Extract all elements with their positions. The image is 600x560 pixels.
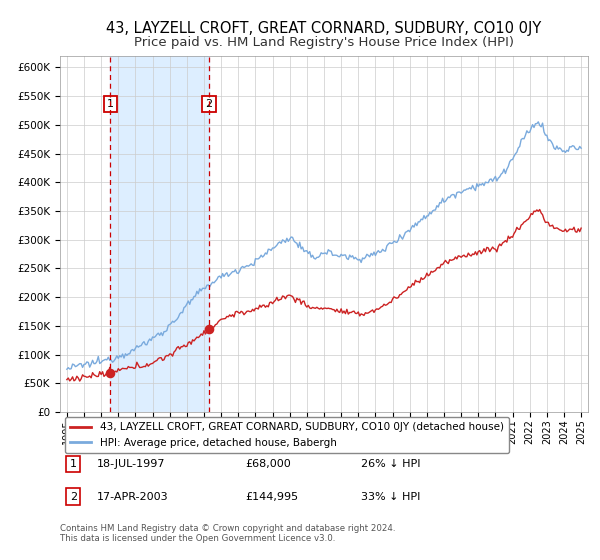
Text: Contains HM Land Registry data © Crown copyright and database right 2024.
This d: Contains HM Land Registry data © Crown c… bbox=[60, 524, 395, 543]
Text: 1: 1 bbox=[107, 99, 114, 109]
Text: £144,995: £144,995 bbox=[245, 492, 298, 502]
Text: 26% ↓ HPI: 26% ↓ HPI bbox=[361, 459, 421, 469]
Point bbox=[204, 324, 214, 333]
Text: 43, LAYZELL CROFT, GREAT CORNARD, SUDBURY, CO10 0JY: 43, LAYZELL CROFT, GREAT CORNARD, SUDBUR… bbox=[106, 21, 542, 36]
Text: 33% ↓ HPI: 33% ↓ HPI bbox=[361, 492, 421, 502]
Text: 2: 2 bbox=[205, 99, 212, 109]
Text: 17-APR-2003: 17-APR-2003 bbox=[97, 492, 169, 502]
Text: 1: 1 bbox=[70, 459, 77, 469]
Text: £68,000: £68,000 bbox=[245, 459, 290, 469]
Point bbox=[106, 368, 115, 377]
Text: Price paid vs. HM Land Registry's House Price Index (HPI): Price paid vs. HM Land Registry's House … bbox=[134, 36, 514, 49]
Text: 2: 2 bbox=[70, 492, 77, 502]
Bar bbox=[110, 56, 209, 412]
Legend: 43, LAYZELL CROFT, GREAT CORNARD, SUDBURY, CO10 0JY (detached house), HPI: Avera: 43, LAYZELL CROFT, GREAT CORNARD, SUDBUR… bbox=[65, 417, 509, 452]
Text: 18-JUL-1997: 18-JUL-1997 bbox=[97, 459, 166, 469]
